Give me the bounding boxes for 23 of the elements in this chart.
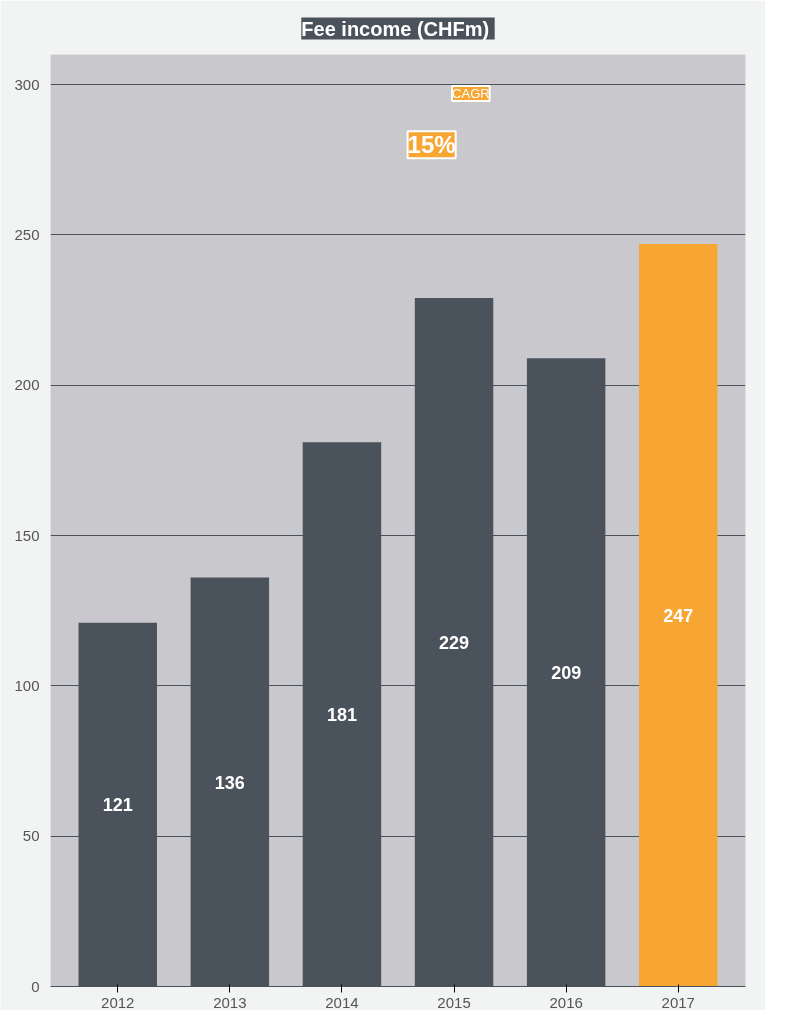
y-tick-label: 100 [14,676,40,694]
data-label: 209 [551,662,582,683]
annotation: 15% [407,131,456,159]
data-label: 121 [102,795,133,816]
data-label: 136 [214,772,245,793]
y-tick-label: 200 [14,376,40,394]
x-tick-label: 2016 [549,993,583,1011]
y-tick-label: 50 [22,827,40,845]
data-label: 181 [326,704,357,725]
data-label: 247 [663,605,694,626]
bar [639,243,718,987]
y-tick-label: 250 [14,225,40,243]
x-tick-label: 2014 [325,993,359,1011]
y-tick-label: 0 [31,977,40,995]
y-tick-label: 150 [14,526,40,544]
x-tick-label: 2013 [213,993,247,1011]
annotation: CAGR [452,86,490,102]
y-tick-label: 300 [14,75,40,93]
x-tick-label: 2015 [437,993,471,1011]
data-label: 229 [439,632,470,653]
x-tick-label: 2012 [101,993,135,1011]
chart-title: Fee income (CHFm) [301,17,490,40]
x-tick-label: 2017 [661,993,695,1011]
